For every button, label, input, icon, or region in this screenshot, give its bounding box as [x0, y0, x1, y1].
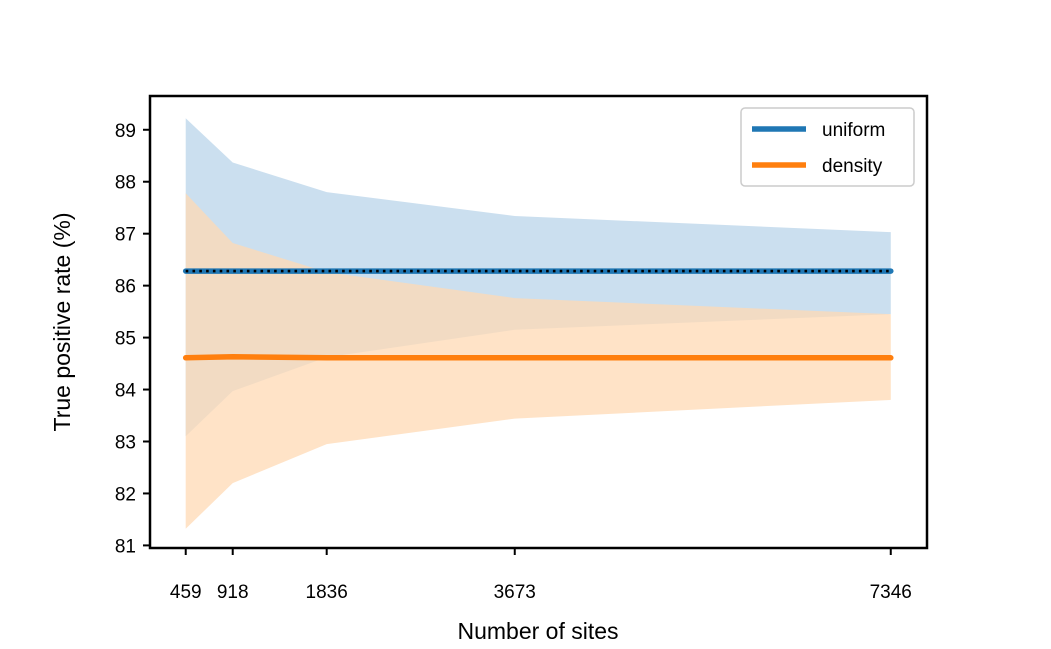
x-axis: 459 918 1836 3673 7346: [170, 548, 912, 603]
x-axis-label: Number of sites: [457, 618, 618, 644]
series-lines: [182, 268, 894, 361]
y-axis-label: True positive rate (%): [49, 213, 75, 432]
y-tick-label: 83: [115, 432, 136, 453]
plot-frame: [148, 94, 929, 550]
x-tick-label: 7346: [870, 582, 912, 603]
y-tick-label: 81: [115, 536, 136, 557]
x-tick-label: 459: [170, 582, 202, 603]
y-tick-label: 89: [115, 121, 136, 142]
y-axis: 81 82 83 84 85 86 87 88 89: [115, 121, 150, 557]
y-tick-label: 82: [115, 484, 136, 505]
y-tick-label: 86: [115, 277, 136, 298]
x-tick-label: 3673: [494, 582, 536, 603]
series-line-density: [182, 354, 894, 361]
y-tick-label: 84: [115, 381, 137, 402]
x-tick-label: 918: [217, 582, 249, 603]
legend-label-uniform: uniform: [822, 120, 885, 141]
x-tick-label: 1836: [306, 582, 348, 603]
y-tick-label: 87: [115, 225, 136, 246]
legend: uniform density: [740, 107, 915, 187]
band-uniform: [185, 118, 891, 437]
band-density: [185, 193, 891, 529]
y-tick-label: 88: [115, 173, 136, 194]
confidence-bands: [185, 118, 891, 529]
y-tick-label: 85: [115, 329, 136, 350]
legend-label-density: density: [822, 156, 883, 177]
